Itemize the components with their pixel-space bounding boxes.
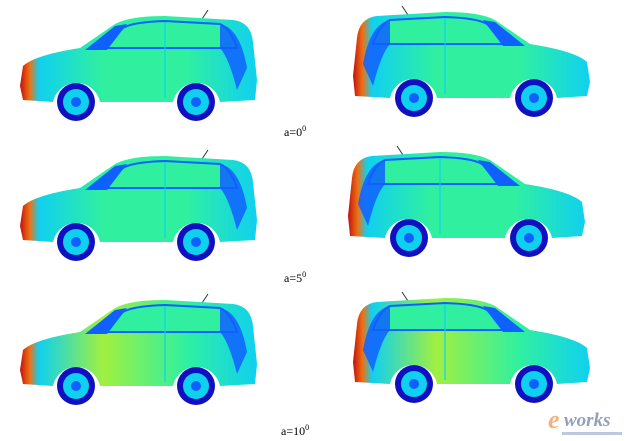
angle-label-10: a=100 — [281, 423, 310, 438]
car-pressure-render — [353, 291, 590, 403]
car-pressure-render — [20, 9, 257, 121]
car-pressure-render — [20, 293, 257, 405]
angle-label-0: a=00 — [284, 124, 307, 139]
angle-label-5: a=50 — [284, 270, 307, 285]
svg-text:works: works — [564, 410, 610, 431]
svg-text:e: e — [548, 405, 560, 434]
car-pressure-render — [353, 5, 590, 117]
car-pressure-render — [348, 145, 585, 257]
car-pressure-render — [20, 149, 257, 261]
eworks-watermark-logo: e works — [548, 405, 622, 435]
